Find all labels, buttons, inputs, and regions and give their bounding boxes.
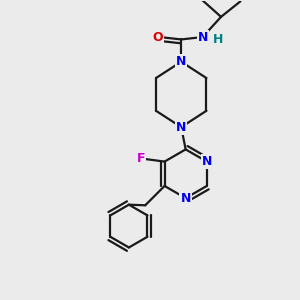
Text: N: N <box>176 121 186 134</box>
Text: N: N <box>198 31 208 44</box>
Text: O: O <box>152 31 163 44</box>
Text: N: N <box>176 55 186 68</box>
Text: F: F <box>136 152 145 165</box>
Text: N: N <box>181 192 191 205</box>
Text: N: N <box>202 155 212 168</box>
Text: H: H <box>213 33 223 46</box>
